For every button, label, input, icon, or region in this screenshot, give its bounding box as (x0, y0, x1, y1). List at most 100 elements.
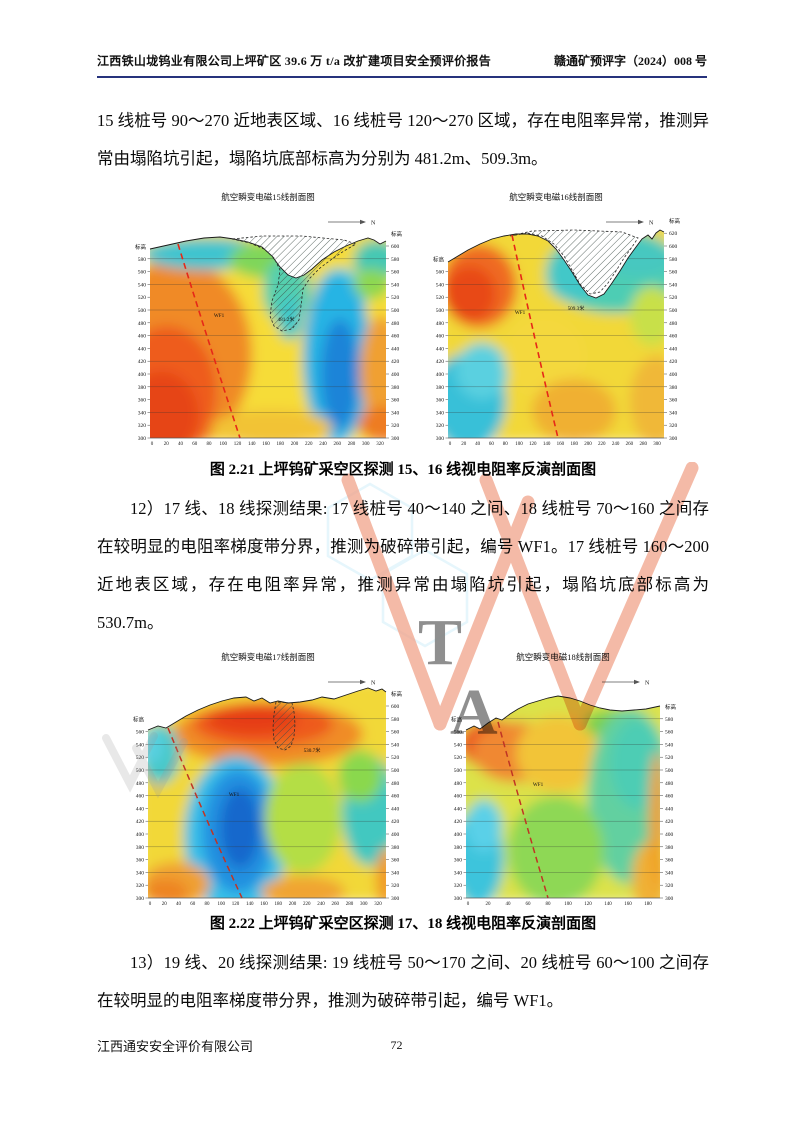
svg-text:300: 300 (665, 896, 674, 902)
svg-text:500: 500 (665, 768, 674, 774)
svg-text:580: 580 (138, 257, 147, 263)
svg-text:400: 400 (136, 832, 145, 838)
svg-text:200: 200 (291, 442, 299, 447)
svg-text:360: 360 (138, 398, 147, 404)
svg-text:480: 480 (665, 781, 674, 787)
svg-text:WF1: WF1 (229, 792, 240, 798)
svg-text:340: 340 (669, 410, 678, 416)
svg-text:80: 80 (205, 902, 211, 907)
heatmap-field (148, 688, 386, 898)
svg-text:340: 340 (136, 870, 145, 876)
svg-text:400: 400 (391, 832, 400, 838)
paragraph-13: 13）19 线、20 线探测结果: 19 线桩号 50～170 之间、20 线桩… (97, 953, 709, 1010)
svg-text:80: 80 (503, 442, 509, 447)
header-report-number: 赣通矿预评字（2024）008 号 (553, 54, 707, 68)
svg-text:580: 580 (391, 717, 400, 723)
svg-text:标高: 标高 (135, 243, 147, 251)
svg-text:280: 280 (348, 442, 356, 447)
svg-text:520: 520 (669, 295, 678, 301)
svg-text:180: 180 (277, 442, 285, 447)
svg-text:100: 100 (564, 902, 572, 907)
svg-text:580: 580 (665, 717, 674, 723)
svg-text:标高: 标高 (451, 716, 463, 724)
collapse-zone-hatched (509, 229, 639, 295)
svg-text:480: 480 (391, 781, 400, 787)
svg-text:460: 460 (665, 794, 674, 800)
svg-text:N: N (649, 221, 654, 227)
svg-text:300: 300 (362, 442, 370, 447)
svg-text:260: 260 (626, 442, 634, 447)
svg-text:100: 100 (220, 442, 228, 447)
svg-text:300: 300 (436, 436, 445, 442)
svg-text:460: 460 (138, 334, 147, 340)
svg-text:20: 20 (486, 902, 492, 907)
svg-text:440: 440 (391, 346, 400, 352)
svg-text:160: 160 (624, 902, 632, 907)
svg-text:460: 460 (136, 794, 145, 800)
svg-text:509.3米: 509.3米 (568, 304, 586, 312)
svg-text:520: 520 (138, 295, 147, 301)
svg-text:460: 460 (669, 334, 678, 340)
svg-text:140: 140 (604, 902, 612, 907)
svg-text:标高: 标高 (391, 230, 403, 238)
svg-text:340: 340 (436, 410, 445, 416)
svg-text:320: 320 (136, 883, 145, 889)
svg-text:标高: 标高 (391, 690, 403, 698)
svg-text:340: 340 (454, 870, 463, 876)
svg-text:460: 460 (436, 334, 445, 340)
svg-text:220: 220 (303, 902, 311, 907)
svg-text:航空瞬变电磁15线剖面图: 航空瞬变电磁15线剖面图 (221, 192, 315, 202)
svg-text:40: 40 (176, 902, 182, 907)
svg-text:WF1: WF1 (515, 310, 526, 316)
svg-text:航空瞬变电磁17线剖面图: 航空瞬变电磁17线剖面图 (221, 652, 315, 662)
resistivity-profile-line16: 航空瞬变电磁16线剖面图N标高标高56054052050048046044042… (433, 192, 681, 447)
svg-text:481.2米: 481.2米 (278, 315, 296, 323)
resistivity-profile-line17: 航空瞬变电磁17线剖面图N标高标高56054052050048046044042… (133, 652, 403, 907)
svg-text:60: 60 (489, 442, 495, 447)
svg-text:500: 500 (454, 768, 463, 774)
svg-text:480: 480 (391, 321, 400, 327)
svg-text:标高: 标高 (133, 716, 145, 724)
svg-text:560: 560 (136, 730, 145, 736)
svg-text:480: 480 (436, 321, 445, 327)
svg-text:280: 280 (346, 902, 354, 907)
svg-text:500: 500 (436, 308, 445, 314)
svg-text:360: 360 (454, 858, 463, 864)
svg-text:240: 240 (612, 442, 620, 447)
svg-text:420: 420 (665, 819, 674, 825)
gridlines (150, 258, 386, 413)
svg-text:440: 440 (136, 806, 145, 812)
svg-text:380: 380 (391, 845, 400, 851)
svg-text:520: 520 (391, 295, 400, 301)
svg-text:440: 440 (669, 346, 678, 352)
svg-text:600: 600 (669, 244, 678, 250)
resistivity-profile-line18: 航空瞬变电磁18线剖面图N标高标高56054052050048046044042… (451, 652, 677, 907)
svg-text:320: 320 (436, 423, 445, 429)
svg-text:20: 20 (164, 442, 170, 447)
svg-text:WF1: WF1 (533, 782, 544, 788)
svg-text:280: 280 (639, 442, 647, 447)
svg-text:530.7米: 530.7米 (304, 746, 322, 754)
svg-text:540: 540 (391, 742, 400, 748)
svg-text:440: 440 (138, 346, 147, 352)
svg-text:240: 240 (317, 902, 325, 907)
svg-text:300: 300 (391, 436, 400, 442)
fault-line-wf1 (167, 727, 243, 899)
svg-text:560: 560 (454, 730, 463, 736)
svg-text:380: 380 (138, 385, 147, 391)
svg-text:600: 600 (391, 244, 400, 250)
svg-text:440: 440 (436, 346, 445, 352)
svg-text:480: 480 (454, 781, 463, 787)
figure-caption-2-22: 图 2.22 上坪钨矿采空区探测 17、18 线视电阻率反演剖面图 (209, 916, 597, 932)
svg-text:440: 440 (454, 806, 463, 812)
terrain-surface (447, 229, 665, 299)
svg-text:300: 300 (136, 896, 145, 902)
svg-text:20: 20 (162, 902, 168, 907)
svg-text:320: 320 (665, 883, 674, 889)
page-header: 江西铁山垅钨业有限公司上坪矿区 39.6 万 t/a 改扩建项目安全预评价报告 … (97, 52, 707, 78)
svg-text:标高: 标高 (433, 256, 445, 264)
svg-text:100: 100 (515, 442, 523, 447)
svg-text:0: 0 (149, 902, 152, 907)
svg-text:500: 500 (136, 768, 145, 774)
svg-text:540: 540 (391, 282, 400, 288)
